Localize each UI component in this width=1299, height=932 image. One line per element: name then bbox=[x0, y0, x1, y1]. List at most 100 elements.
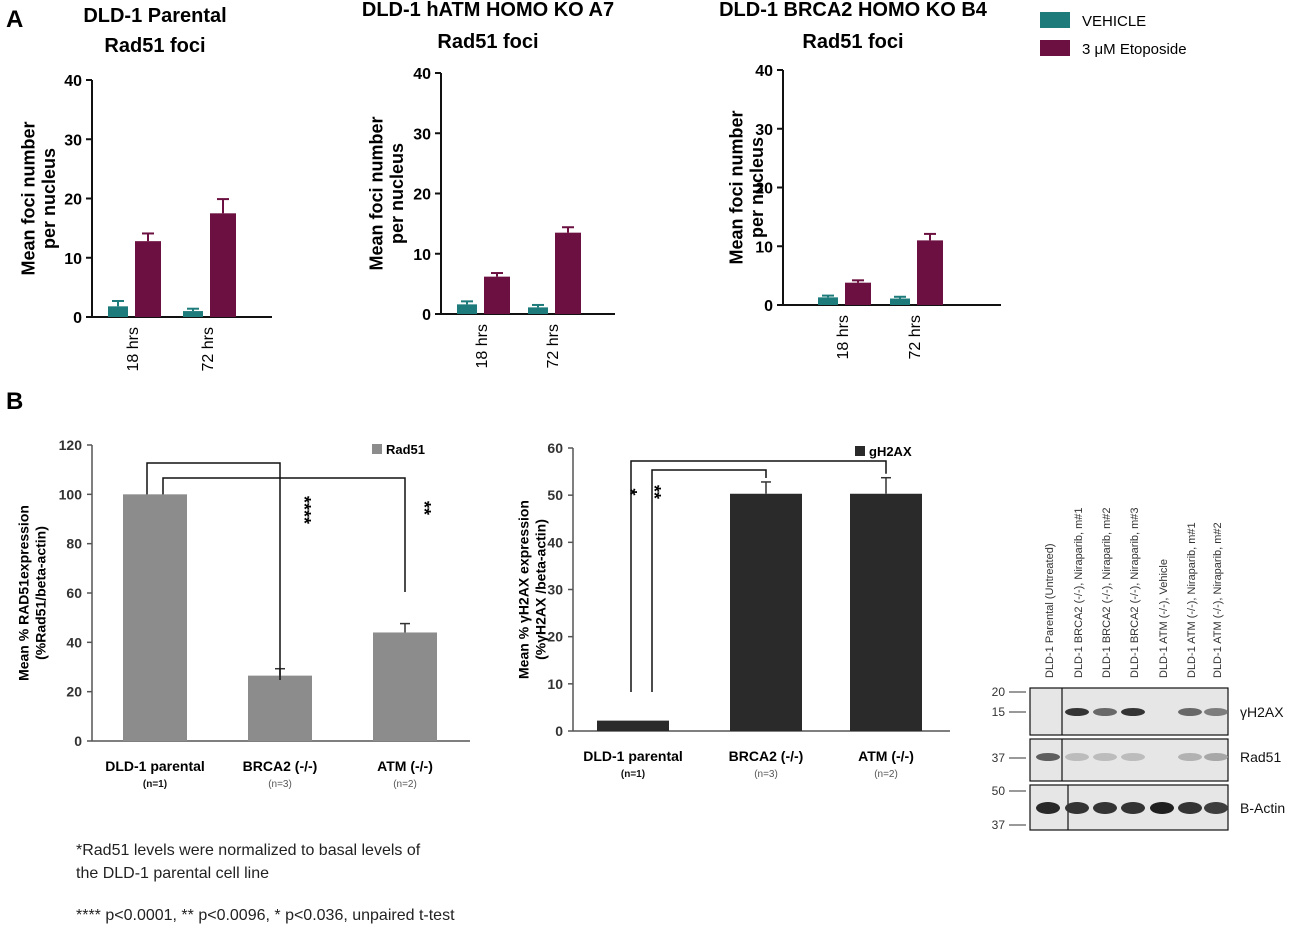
a1-ylabel: Mean foci numberper nucleus bbox=[18, 121, 59, 275]
a3-ytick-label: 20 bbox=[755, 181, 773, 198]
b2-n-label-brca2: (n=3) bbox=[754, 769, 778, 780]
a2-ytick-label: 30 bbox=[413, 126, 431, 143]
blot-band-h2ax-lane-6 bbox=[1178, 708, 1202, 716]
legend-label-etoposide: 3 μM Etoposide bbox=[1082, 41, 1187, 58]
a3-ylabel-line1: Mean foci number bbox=[726, 110, 746, 264]
b1-significance-1: **** bbox=[294, 496, 314, 524]
a3-ytick-label: 10 bbox=[755, 239, 773, 256]
b1-ytick-label: 20 bbox=[66, 684, 82, 700]
b1-ytick-label: 100 bbox=[59, 486, 83, 502]
b2-bar-brca2 bbox=[730, 493, 802, 731]
a2-ylabel: Mean foci numberper nucleus bbox=[366, 116, 407, 270]
b1-xtick-label-brca2: BRCA2 (-/-) bbox=[243, 758, 318, 774]
normalization-note-line2: the DLD-1 parental cell line bbox=[76, 865, 269, 882]
b2-legend-swatch bbox=[855, 446, 865, 456]
blot-band-b-actin-lane-4 bbox=[1121, 802, 1145, 814]
a3-xtick-label-18-hrs: 18 hrs bbox=[835, 315, 852, 359]
b1-significance-2: ** bbox=[414, 501, 434, 515]
blot-band-b-actin-lane-2 bbox=[1065, 802, 1089, 814]
b1-legend-swatch bbox=[372, 444, 382, 454]
panel-label-b: B bbox=[6, 388, 23, 415]
b1-ytick-label: 60 bbox=[66, 585, 82, 601]
b2-bracket-atm bbox=[630, 460, 887, 692]
b2-bar-dld-1-parental bbox=[597, 720, 669, 731]
a2-ytick-label: 40 bbox=[413, 66, 431, 83]
b1-n-label-dld-1-parental: (n=1) bbox=[143, 779, 167, 790]
legend-swatch-etoposide bbox=[1040, 40, 1070, 56]
a3-xtick-label-72-hrs: 72 hrs bbox=[907, 315, 924, 359]
b2-ytick-label: 10 bbox=[547, 676, 563, 692]
a3-title-line2: Rad51 foci bbox=[802, 31, 903, 53]
legend-a: VEHICLE 3 μM Etoposide bbox=[1040, 12, 1187, 58]
b2-ytick-label: 60 bbox=[547, 440, 563, 456]
a3-ytick-label: 40 bbox=[755, 63, 773, 80]
b1-ytick-label: 40 bbox=[66, 634, 82, 650]
a3-bar-3-m-etoposide-18-hrs bbox=[845, 282, 871, 305]
a3-ytick-label: 30 bbox=[755, 122, 773, 139]
a1-ytick-label: 40 bbox=[64, 73, 82, 90]
a3-bar-3-m-etoposide-72-hrs bbox=[917, 240, 943, 305]
blot-band-b-actin-lane-3 bbox=[1093, 802, 1117, 814]
blot-band-b-actin-lane-7 bbox=[1204, 802, 1228, 814]
a2-bar-vehicle-72-hrs bbox=[528, 307, 548, 314]
a1-ytick-label: 20 bbox=[64, 192, 82, 209]
b2-bar-atm bbox=[850, 493, 922, 731]
a2-ytick-label: 20 bbox=[413, 187, 431, 204]
blot-band-h2ax-lane-3 bbox=[1093, 708, 1117, 716]
b1-ytick-label: 0 bbox=[74, 733, 82, 749]
western-blot: DLD-1 Parental (Untreated) DLD-1 BRCA2 (-… bbox=[992, 507, 1285, 832]
blot-lane-label-7: DLD-1 ATM (-/-), Niraparib, m#2 bbox=[1212, 522, 1224, 678]
legend-label-vehicle: VEHICLE bbox=[1082, 13, 1146, 30]
b1-bracket-brca2 bbox=[146, 462, 281, 680]
a1-ytick-label: 30 bbox=[64, 132, 82, 149]
blot-band-h2ax-lane-7 bbox=[1204, 708, 1228, 716]
blot-row-label-b-actin: B-Actin bbox=[1240, 800, 1285, 816]
a1-bar-vehicle-18-hrs bbox=[108, 306, 128, 317]
b1-bracket-atm bbox=[162, 477, 406, 592]
b2-legend-label: gH2AX bbox=[869, 444, 912, 459]
chart-b1-rad51-expression: Mean % RAD51expression(%Rad51/beta-actin… bbox=[16, 437, 470, 790]
b1-xtick-label-atm: ATM (-/-) bbox=[377, 758, 433, 774]
chart-b2-gh2ax-expression: Mean % γH2AX expression(%γH2AX /beta-act… bbox=[516, 440, 950, 780]
a3-title-line1: DLD-1 BRCA2 HOMO KO B4 bbox=[719, 0, 988, 21]
blot-marker-h2ax-15: 15 bbox=[992, 705, 1006, 719]
b1-n-label-atm: (n=2) bbox=[393, 779, 417, 790]
b1-ylabel-line1: Mean % RAD51expression bbox=[16, 505, 32, 681]
a2-bar-vehicle-18-hrs bbox=[457, 304, 477, 314]
a2-bar-3-m-etoposide-18-hrs bbox=[484, 276, 510, 314]
a1-bar-vehicle-72-hrs bbox=[183, 311, 203, 317]
a3-ylabel-line2: per nucleus bbox=[747, 137, 767, 238]
a3-bar-vehicle-72-hrs bbox=[890, 298, 910, 305]
b1-bar-atm bbox=[373, 632, 437, 741]
legend-swatch-vehicle bbox=[1040, 12, 1070, 28]
b2-ytick-label: 30 bbox=[547, 582, 563, 598]
b1-n-label-brca2: (n=3) bbox=[268, 779, 292, 790]
normalization-note-line1: *Rad51 levels were normalized to basal l… bbox=[76, 842, 421, 859]
b2-ytick-label: 50 bbox=[547, 487, 563, 503]
a3-bar-vehicle-18-hrs bbox=[818, 297, 838, 305]
a2-title-line2: Rad51 foci bbox=[437, 31, 538, 53]
panel-label-a: A bbox=[6, 6, 23, 33]
a3-ytick-label: 0 bbox=[764, 298, 773, 315]
a1-title-line2: Rad51 foci bbox=[104, 35, 205, 57]
a1-title-line1: DLD-1 Parental bbox=[83, 5, 226, 27]
blot-row-label-h2ax: γH2AX bbox=[1240, 704, 1284, 720]
blot-band-rad51-lane-7 bbox=[1204, 753, 1228, 761]
chart-a3-brca2-ko-rad51-foci: DLD-1 BRCA2 HOMO KO B4 Rad51 foci Mean foc… bbox=[719, 0, 1001, 359]
a1-ytick-label: 0 bbox=[73, 310, 82, 327]
b1-ytick-label: 80 bbox=[66, 536, 82, 552]
a2-bar-3-m-etoposide-72-hrs bbox=[555, 232, 581, 314]
b1-bar-brca2 bbox=[248, 675, 312, 741]
b2-ylabel-line2: (%γH2AX /beta-actin) bbox=[532, 519, 548, 660]
b1-xtick-label-dld-1-parental: DLD-1 parental bbox=[105, 758, 205, 774]
a2-xtick-label-18-hrs: 18 hrs bbox=[474, 324, 491, 368]
blot-band-rad51-lane-4 bbox=[1121, 753, 1145, 761]
b1-legend-label: Rad51 bbox=[386, 442, 425, 457]
blot-row-label-rad51: Rad51 bbox=[1240, 749, 1281, 765]
a3-ylabel: Mean foci numberper nucleus bbox=[726, 110, 767, 264]
a2-ylabel-line1: Mean foci number bbox=[366, 116, 386, 270]
blot-marker-h2ax-20: 20 bbox=[992, 685, 1006, 699]
b2-xtick-label-atm: ATM (-/-) bbox=[858, 748, 914, 764]
blot-marker-b-actin-50: 50 bbox=[992, 784, 1006, 798]
